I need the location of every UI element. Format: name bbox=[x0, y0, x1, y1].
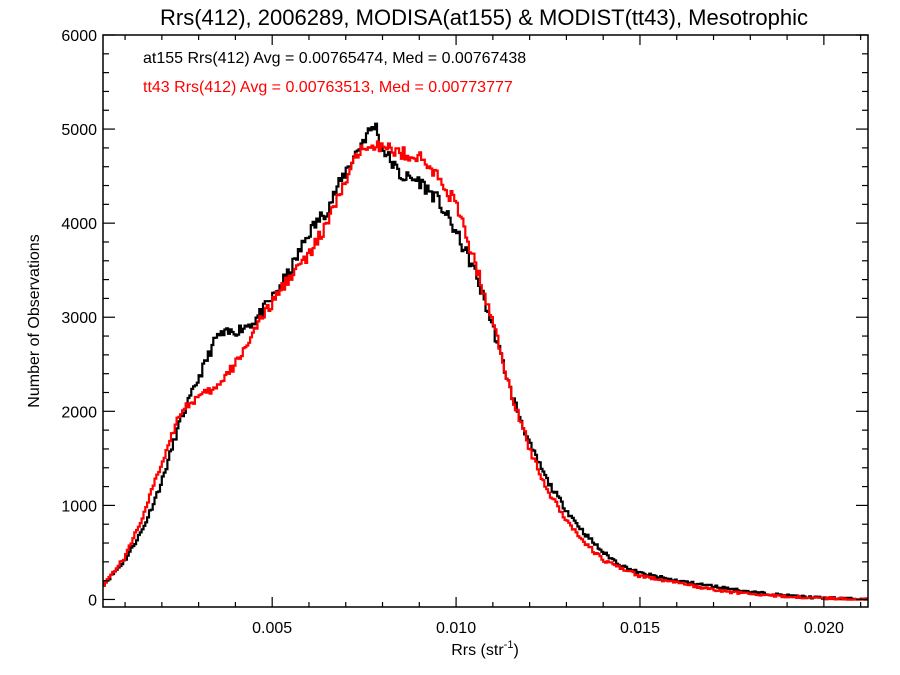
x-axis-label-sup: -1 bbox=[504, 639, 514, 651]
x-tick-label: 0.020 bbox=[804, 620, 844, 637]
y-axis-label: Number of Observations bbox=[26, 234, 43, 407]
plot-area bbox=[103, 122, 868, 601]
x-tick-label: 0.005 bbox=[252, 620, 292, 637]
y-tick-label: 4000 bbox=[61, 216, 97, 233]
chart-title: Rrs(412), 2006289, MODISA(at155) & MODIS… bbox=[160, 5, 808, 30]
legend-entry-0: at155 Rrs(412) Avg = 0.00765474, Med = 0… bbox=[143, 50, 526, 67]
y-tick-label: 1000 bbox=[61, 498, 97, 515]
y-tick-label: 2000 bbox=[61, 404, 97, 421]
y-tick-label: 0 bbox=[88, 592, 97, 609]
x-tick-label: 0.010 bbox=[436, 620, 476, 637]
axis-ticks: 0.005 0.010 0.015 0.020 0 1000 2000 3000 4000 500… bbox=[61, 28, 868, 637]
y-tick-label: 3000 bbox=[61, 310, 97, 327]
x-tick-label: 0.015 bbox=[620, 620, 660, 637]
x-axis-label-end: ) bbox=[513, 642, 518, 659]
series-line-0 bbox=[103, 122, 868, 601]
x-axis-label: Rrs (str-1) bbox=[451, 639, 519, 659]
plot-frame bbox=[102, 34, 869, 608]
x-axis-label-main: Rrs (str bbox=[451, 642, 504, 659]
legend-entry-1: tt43 Rrs(412) Avg = 0.00763513, Med = 0.… bbox=[143, 79, 513, 96]
y-tick-label: 5000 bbox=[61, 122, 97, 139]
series-line-1 bbox=[103, 140, 868, 601]
y-tick-label: 6000 bbox=[61, 28, 97, 45]
